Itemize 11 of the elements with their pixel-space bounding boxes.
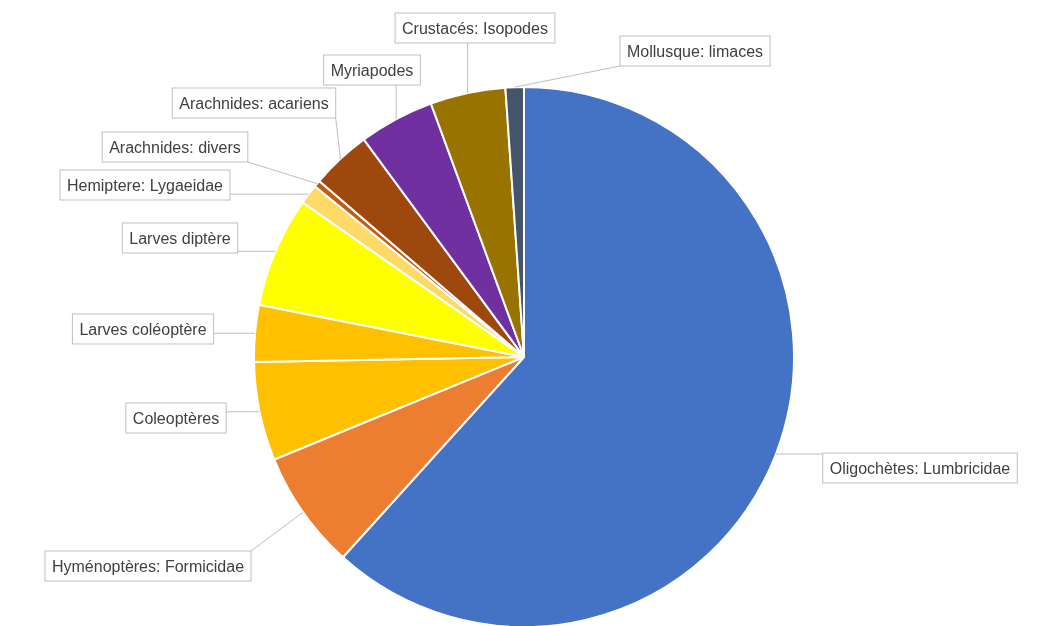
slice-label: Coleoptères bbox=[132, 409, 220, 427]
slice-label: Crustacés: Isopodes bbox=[402, 19, 548, 37]
slice-label: Arachnides: acariens bbox=[179, 94, 329, 112]
slice-label: Oligochètes: Lumbricidae bbox=[829, 459, 1011, 477]
slice-label: Myriapodes bbox=[330, 61, 414, 79]
slice-label: Larves coléoptère bbox=[79, 320, 207, 338]
slice-label: Hemiptere: Lygaeidae bbox=[67, 176, 224, 194]
slice-label: Mollusque: limaces bbox=[626, 42, 764, 60]
slice-label: Arachnides: divers bbox=[109, 138, 241, 156]
slice-label: Larves diptère bbox=[129, 229, 231, 247]
slice-label: Hyménoptères: Formicidae bbox=[51, 557, 245, 575]
